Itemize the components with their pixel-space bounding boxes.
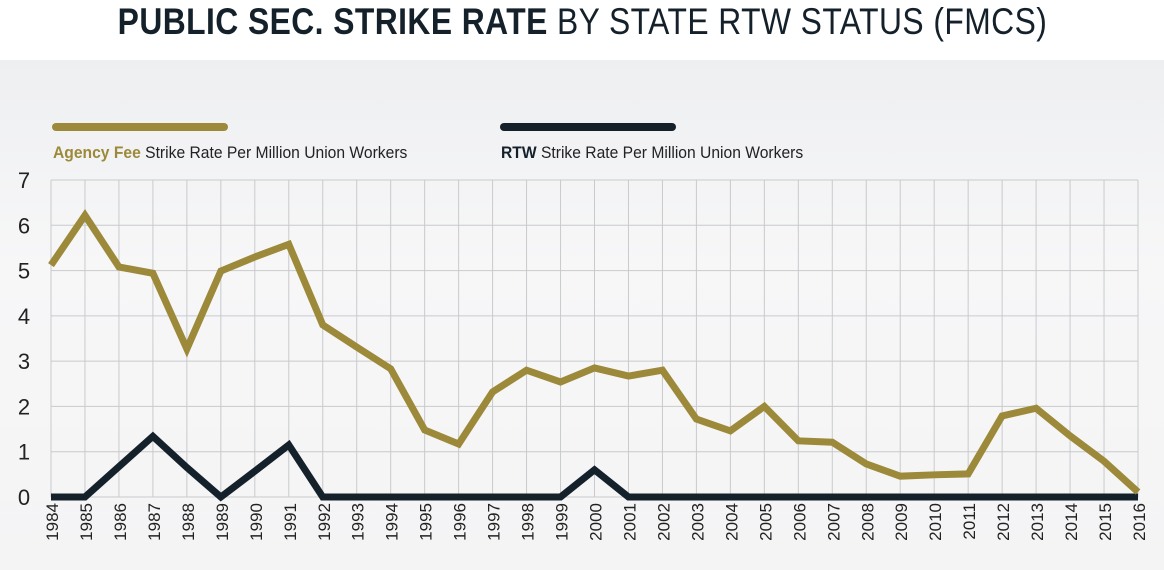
x-tick-label: 2014: [1062, 503, 1081, 541]
x-tick-label: 1991: [281, 503, 300, 541]
x-tick-label: 1996: [451, 503, 470, 541]
x-tick-label: 2016: [1130, 503, 1149, 541]
x-tick-label: 2000: [587, 503, 606, 541]
title-bold: PUBLIC SEC. STRIKE RATE: [117, 1, 548, 42]
y-tick-label: 0: [18, 485, 30, 510]
legend-label: Strike Rate Per Million Union Workers: [540, 143, 804, 162]
x-tick-label: 1986: [111, 503, 130, 541]
x-tick-label: 1990: [247, 503, 266, 541]
x-tick-label: 1984: [43, 503, 62, 541]
title-light: BY STATE RTW STATUS (FMCS): [556, 1, 1047, 42]
x-tick-label: 1999: [553, 503, 572, 541]
x-tick-label: 2007: [824, 503, 843, 541]
y-tick-label: 2: [18, 394, 30, 419]
x-tick-label: 2013: [1028, 503, 1047, 541]
x-tick-label: 1985: [77, 503, 96, 541]
x-tick-label: 2001: [620, 503, 639, 541]
y-tick-label: 1: [18, 440, 30, 465]
chart-title: PUBLIC SEC. STRIKE RATE BY STATE RTW STA…: [0, 0, 1164, 60]
y-tick-label: 6: [18, 213, 30, 238]
legend-label-bold: RTW: [501, 143, 537, 162]
y-tick-label: 5: [18, 259, 30, 284]
x-tick-label: 1988: [179, 503, 198, 541]
x-tick-label: 2002: [654, 503, 673, 541]
x-tick-label: 2004: [722, 503, 741, 541]
y-tick-label: 3: [18, 349, 30, 374]
chart-panel: Agency Fee Strike Rate Per Million Union…: [0, 60, 1164, 570]
x-tick-label: 1998: [519, 503, 538, 541]
x-tick-label: 1987: [145, 503, 164, 541]
x-tick-label: 2012: [994, 503, 1013, 541]
x-tick-label: 2010: [926, 503, 945, 541]
y-tick-label: 7: [18, 168, 30, 193]
legend-swatch-rtw: [500, 123, 676, 131]
x-tick-label: 1995: [417, 503, 436, 541]
x-tick-label: 1997: [485, 503, 504, 541]
x-tick-label: 2005: [756, 503, 775, 541]
x-tick-label: 2003: [688, 503, 707, 541]
legend-swatch-agency-fee: [52, 123, 228, 131]
x-tick-label: 1992: [315, 503, 334, 541]
x-tick-label: 2015: [1096, 503, 1115, 541]
x-tick-label: 1989: [213, 503, 232, 541]
x-tick-label: 2011: [960, 503, 979, 540]
y-tick-label: 4: [18, 304, 30, 329]
x-tick-label: 2008: [858, 503, 877, 541]
x-tick-label: 1994: [383, 503, 402, 541]
legend-label-bold: Agency Fee: [53, 143, 141, 162]
x-tick-label: 1993: [349, 503, 368, 541]
legend-label: Strike Rate Per Million Union Workers: [145, 143, 408, 162]
x-tick-label: 2006: [790, 503, 809, 541]
x-tick-label: 2009: [892, 503, 911, 541]
